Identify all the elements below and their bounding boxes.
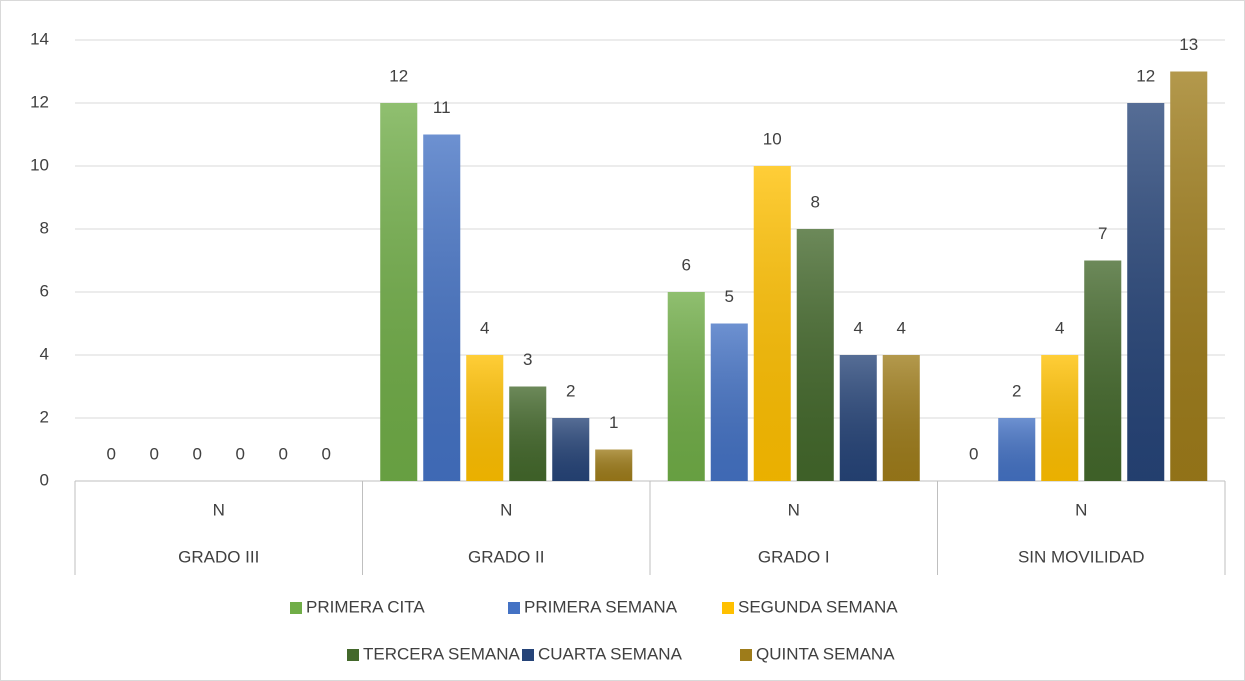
data-label: 8 [811,192,820,211]
bar-shine [1041,355,1079,481]
bar-shine [509,386,547,481]
data-label: 4 [854,318,863,337]
x-subcategory-label: N [500,500,512,519]
data-label: 10 [763,129,782,148]
data-label: 13 [1179,35,1198,54]
bar-shine [423,134,461,481]
bar-shine [882,355,920,481]
bar-shine [1170,71,1208,481]
y-tick-label: 4 [40,344,49,363]
data-label: 0 [107,444,116,463]
legend-label: SEGUNDA SEMANA [738,597,898,616]
bar-shine [466,355,504,481]
legend-label: PRIMERA CITA [306,597,425,616]
data-label: 2 [566,381,575,400]
y-tick-label: 0 [40,470,49,489]
data-label: 1 [609,413,618,432]
bar-shine [839,355,877,481]
data-label: 12 [389,66,408,85]
data-label: 0 [322,444,331,463]
data-label: 12 [1136,66,1155,85]
bar-shine [1127,103,1165,481]
data-label: 0 [193,444,202,463]
x-category-label: GRADO III [178,547,259,566]
bar-shine [1084,260,1122,481]
data-label: 3 [523,350,532,369]
legend-swatch [347,649,359,661]
y-tick-label: 12 [30,92,49,111]
bar-shine [552,418,590,481]
bar-shine [667,292,705,481]
data-label: 0 [236,444,245,463]
data-label: 4 [1055,318,1064,337]
legend-swatch [740,649,752,661]
legend-label: TERCERA SEMANA [363,644,520,663]
y-tick-label: 10 [30,155,49,174]
data-label: 4 [897,318,906,337]
x-subcategory-label: N [213,500,225,519]
bar-shine [998,418,1036,481]
legend-swatch [508,602,520,614]
x-subcategory-label: N [1075,500,1087,519]
data-label: 7 [1098,224,1107,243]
x-category-label: GRADO II [468,547,545,566]
legend-swatch [722,602,734,614]
legend-swatch [522,649,534,661]
y-tick-label: 14 [30,29,49,48]
legend-label: QUINTA SEMANA [756,644,895,663]
legend-label: CUARTA SEMANA [538,644,683,663]
bar-shine [380,103,418,481]
bar-shine [595,449,633,481]
y-tick-label: 6 [40,281,49,300]
data-label: 0 [150,444,159,463]
data-label: 11 [433,98,451,117]
data-label: 0 [279,444,288,463]
data-label: 5 [725,287,734,306]
data-label: 2 [1012,381,1021,400]
y-tick-label: 2 [40,407,49,426]
x-category-label: SIN MOVILIDAD [1018,547,1145,566]
legend-swatch [290,602,302,614]
bar-shine [753,166,791,481]
y-tick-label: 8 [40,218,49,237]
data-label: 6 [682,255,691,274]
bar-shine [710,323,748,481]
x-subcategory-label: N [788,500,800,519]
data-label: 0 [969,444,978,463]
bar-shine [796,229,834,481]
data-label: 4 [480,318,489,337]
x-category-label: GRADO I [758,547,830,566]
legend-label: PRIMERA SEMANA [524,597,678,616]
